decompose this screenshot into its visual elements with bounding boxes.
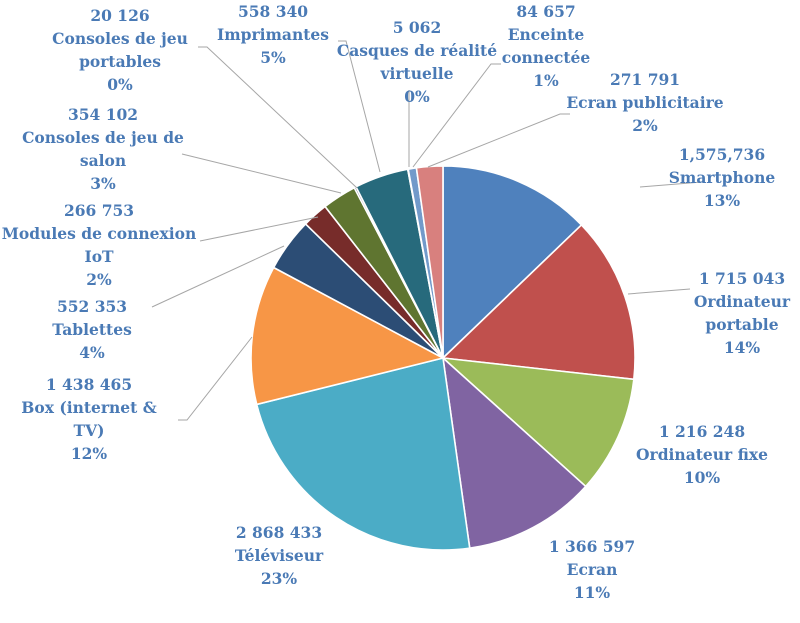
- data-label-consoles-de-jeu-portables: 20 126 Consoles de jeu portables 0%: [52, 6, 188, 94]
- data-label-ecran-publicitaire: 271 791 Ecran publicitaire 2%: [566, 70, 723, 135]
- pie-slice-smartphone: [442, 165, 583, 360]
- slices-layer: [250, 165, 636, 551]
- data-label-ordinateur-portable: 1 715 043 Ordinateur portable 14%: [694, 269, 791, 357]
- pie-slice-ordinateur-fixe: [440, 356, 635, 488]
- data-label-televiseur: 2 868 433 Téléviseur 23%: [235, 523, 324, 588]
- leader-line-consoles-de-jeu-de-salon: [181, 153, 342, 194]
- pie-slice-box-internet-tv: [250, 266, 446, 406]
- leader-line-box-internet-tv: [178, 336, 253, 421]
- data-label-imprimantes: 558 340 Imprimantes 5%: [217, 2, 329, 67]
- leader-line-consoles-de-jeu-portables: [198, 46, 358, 189]
- leader-line-enceinte-connectee: [412, 63, 501, 168]
- leader-lines-layer: [151, 40, 703, 421]
- data-label-casques-de-realite-virtuelle: 5 062 Casques de réalité virtuelle 0%: [337, 18, 497, 106]
- pie-slice-ordinateur-portable: [441, 223, 636, 381]
- data-label-box-internet-tv: 1 438 465 Box (internet & TV) 12%: [21, 375, 156, 463]
- data-label-ordinateur-fixe: 1 216 248 Ordinateur fixe 10%: [636, 422, 768, 487]
- pie-slice-ecran: [441, 355, 587, 550]
- data-labels-layer: 1,575,736 Smartphone 13% 1 715 043 Ordinateu…: [2, 2, 791, 602]
- leader-line-ordinateur-portable: [627, 288, 691, 295]
- leader-line-ecran-publicitaire: [427, 113, 570, 168]
- leader-line-imprimantes: [338, 40, 381, 173]
- data-label-tablettes: 552 353 Tablettes 4%: [52, 297, 132, 362]
- data-label-consoles-de-jeu-de-salon: 354 102 Consoles de jeu de salon 3%: [22, 105, 184, 193]
- leader-line-smartphone: [639, 181, 703, 188]
- leader-line-modules-de-connexion-iot: [199, 216, 319, 242]
- data-label-enceinte-connectee: 84 657 Enceinte connectée 1%: [502, 2, 591, 90]
- data-label-modules-de-connexion-iot: 266 753 Modules de connexion IoT 2%: [2, 201, 196, 289]
- data-label-smartphone: 1,575,736 Smartphone 13%: [669, 145, 776, 210]
- data-label-ecran: 1 366 597 Ecran 11%: [549, 537, 635, 602]
- pie-slice-televiseur: [255, 357, 471, 551]
- leader-line-tablettes: [151, 245, 285, 308]
